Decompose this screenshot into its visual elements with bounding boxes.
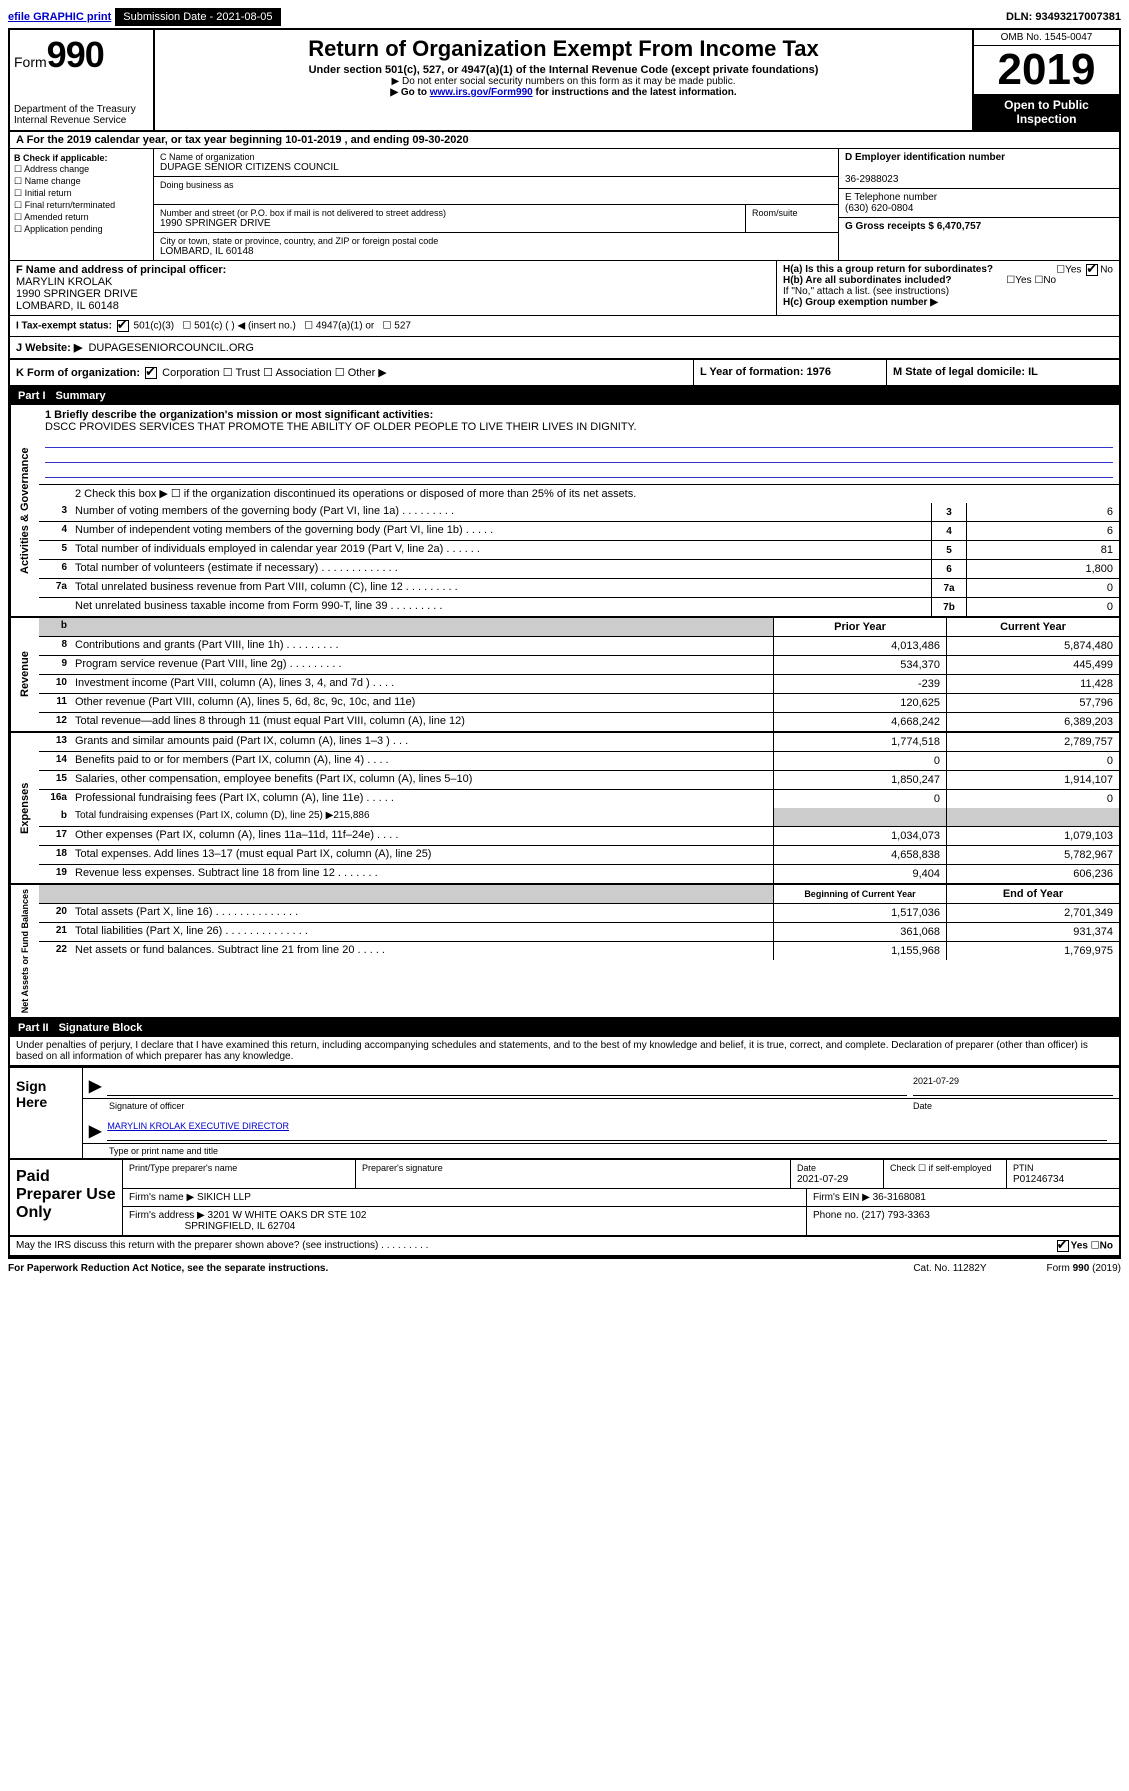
ein-cell: D Employer identification number 36-2988… [839,149,1119,189]
exp-line: 19 Revenue less expenses. Subtract line … [39,865,1119,883]
revenue-section: Revenue b Prior Year Current Year 8 Cont… [10,618,1119,733]
line-16b: b Total fundraising expenses (Part IX, c… [39,808,1119,827]
cb-501c3[interactable] [117,320,129,332]
line-2: 2 Check this box ▶ ☐ if the organization… [71,485,1119,503]
gov-line: 7a Total unrelated business revenue from… [39,579,1119,598]
rev-line: 12 Total revenue—add lines 8 through 11 … [39,713,1119,731]
form-number: Form990 [14,34,149,76]
side-expenses: Expenses [10,733,39,883]
footer-row: For Paperwork Reduction Act Notice, see … [8,1259,1121,1278]
gov-line: 4 Number of independent voting members o… [39,522,1119,541]
exp-line: 14 Benefits paid to or for members (Part… [39,752,1119,771]
sig-officer-label: Signature of officer [109,1101,913,1111]
sign-here-section: Sign Here ▶ 2021-07-29 Signature of offi… [10,1066,1119,1160]
irs-link[interactable]: www.irs.gov/Form990 [430,87,533,98]
form-container: Form990 Department of the Treasury Inter… [8,28,1121,1259]
exp-line: 16a Professional fundraising fees (Part … [39,790,1119,808]
side-netassets: Net Assets or Fund Balances [10,885,39,1017]
form-title: Return of Organization Exempt From Incom… [159,36,968,62]
phone-cell: E Telephone number (630) 620-0804 [839,189,1119,218]
cb-amended[interactable]: ☐ Amended return [14,212,149,223]
paid-preparer-label: Paid Preparer Use Only [10,1160,122,1235]
top-bar: efile GRAPHIC print Submission Date - 20… [8,8,1121,26]
efile-link[interactable]: efile GRAPHIC print [8,11,111,23]
city-cell: City or town, state or province, country… [154,233,838,260]
open-public-badge: Open to Public Inspection [974,94,1119,130]
rev-line: 10 Investment income (Part VIII, column … [39,675,1119,694]
rev-line: 8 Contributions and grants (Part VIII, l… [39,637,1119,656]
dba-cell: Doing business as [154,177,838,205]
principal-officer: F Name and address of principal officer:… [10,261,777,315]
netassets-header-row: Beginning of Current Year End of Year [39,885,1119,904]
exp-line: 15 Salaries, other compensation, employe… [39,771,1119,790]
side-governance: Activities & Governance [10,405,39,616]
form-subtitle: Under section 501(c), 527, or 4947(a)(1)… [159,64,968,76]
gross-receipts-cell: G Gross receipts $ 6,470,757 [839,218,1119,235]
mission-block: 1 Briefly describe the organization's mi… [39,405,1119,485]
row-f-h: F Name and address of principal officer:… [10,261,1119,316]
declaration-text: Under penalties of perjury, I declare th… [10,1037,1119,1066]
cb-address-change[interactable]: ☐ Address change [14,164,149,175]
cb-name-change[interactable]: ☐ Name change [14,176,149,187]
gov-line: 3 Number of voting members of the govern… [39,503,1119,522]
cb-corporation[interactable] [145,367,157,379]
cb-app-pending[interactable]: ☐ Application pending [14,224,149,235]
org-name-cell: C Name of organization DUPAGE SENIOR CIT… [154,149,838,177]
goto-note: ▶ Go to www.irs.gov/Form990 for instruct… [159,87,968,98]
website-row: J Website: ▶ DUPAGESENIORCOUNCIL.ORG [10,337,1119,360]
exp-line: 13 Grants and similar amounts paid (Part… [39,733,1119,752]
discuss-row: May the IRS discuss this return with the… [10,1237,1119,1257]
cb-discuss-yes[interactable] [1057,1240,1069,1252]
sign-here-label: Sign Here [10,1068,83,1158]
row-a-tax-year: A For the 2019 calendar year, or tax yea… [10,132,1119,149]
net-line: 20 Total assets (Part X, line 16) . . . … [39,904,1119,923]
part2-header: Part II Signature Block [10,1019,1119,1037]
cb-initial-return[interactable]: ☐ Initial return [14,188,149,199]
tax-exempt-status: I Tax-exempt status: 501(c)(3) ☐ 501(c) … [10,316,1119,337]
arrow-icon: ▶ [89,1121,101,1141]
form-header: Form990 Department of the Treasury Inter… [10,30,1119,132]
exp-line: 18 Total expenses. Add lines 13–17 (must… [39,846,1119,865]
rev-line: 9 Program service revenue (Part VIII, li… [39,656,1119,675]
netassets-section: Net Assets or Fund Balances Beginning of… [10,885,1119,1019]
gov-line: Net unrelated business taxable income fr… [39,598,1119,616]
row-k-l-m: K Form of organization: Corporation ☐ Tr… [10,360,1119,387]
part1-header: Part I Summary [10,387,1119,405]
submission-date: Submission Date - 2021-08-05 [115,8,280,26]
governance-section: Activities & Governance 1 Briefly descri… [10,405,1119,618]
gov-line: 6 Total number of volunteers (estimate i… [39,560,1119,579]
address-cell: Number and street (or P.O. box if mail i… [154,205,838,233]
side-revenue: Revenue [10,618,39,731]
group-return: H(a) Is this a group return for subordin… [777,261,1119,315]
dln: DLN: 93493217007381 [1006,11,1121,23]
sig-name-label: Type or print name and title [109,1146,218,1156]
arrow-icon: ▶ [89,1076,101,1096]
expenses-section: Expenses 13 Grants and similar amounts p… [10,733,1119,885]
col-b-checkboxes: B Check if applicable: ☐ Address change … [10,149,154,260]
net-line: 22 Net assets or fund balances. Subtract… [39,942,1119,960]
exp-line: 17 Other expenses (Part IX, column (A), … [39,827,1119,846]
section-b-to-g: B Check if applicable: ☐ Address change … [10,149,1119,261]
omb-number: OMB No. 1545-0047 [974,30,1119,46]
gov-line: 5 Total number of individuals employed i… [39,541,1119,560]
paid-preparer-section: Paid Preparer Use Only Print/Type prepar… [10,1160,1119,1237]
ssn-note: ▶ Do not enter social security numbers o… [159,76,968,87]
net-line: 21 Total liabilities (Part X, line 26) .… [39,923,1119,942]
cb-final-return[interactable]: ☐ Final return/terminated [14,200,149,211]
rev-line: 11 Other revenue (Part VIII, column (A),… [39,694,1119,713]
tax-year: 2019 [974,46,1119,94]
sig-date-label: Date [913,1101,1113,1111]
dept-treasury: Department of the Treasury Internal Reve… [14,104,149,126]
revenue-header-row: b Prior Year Current Year [39,618,1119,637]
